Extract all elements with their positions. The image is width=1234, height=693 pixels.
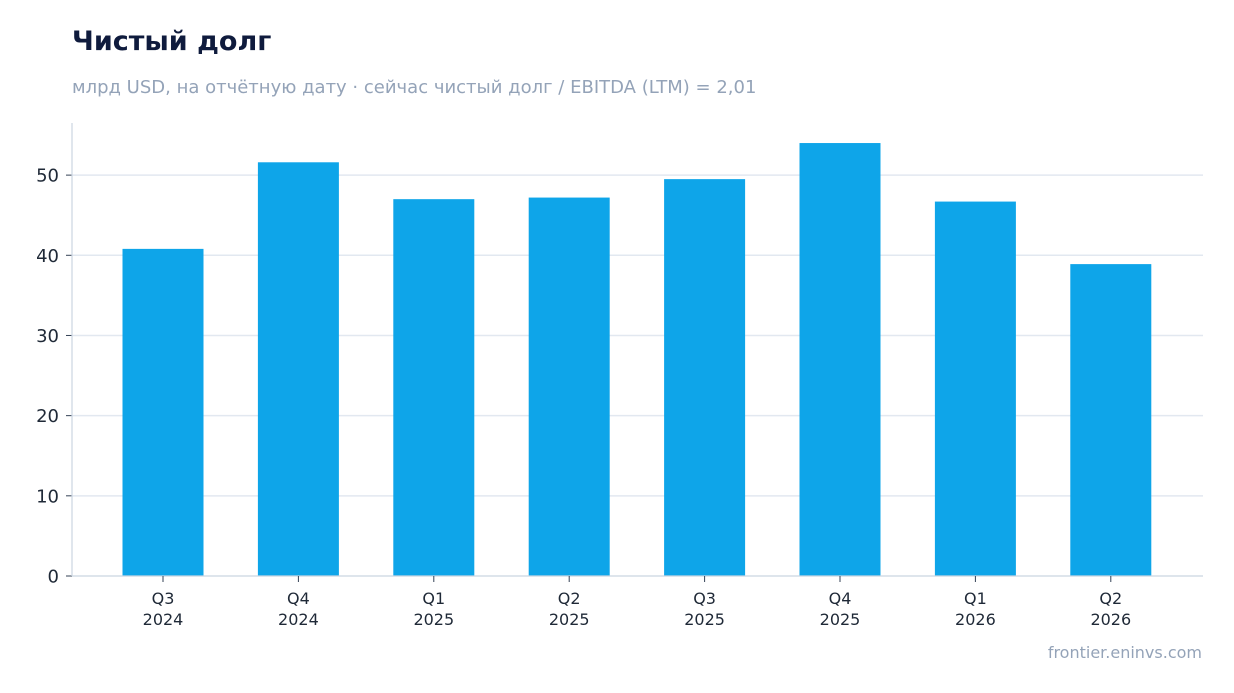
x-tick-label-quarter: Q3 bbox=[693, 589, 716, 608]
y-tick-label: 30 bbox=[36, 326, 59, 347]
axes bbox=[66, 123, 1203, 582]
y-tick-label: 50 bbox=[36, 166, 59, 187]
x-tick-label-year: 2025 bbox=[820, 610, 861, 629]
bar bbox=[934, 201, 1016, 576]
x-tick-label-quarter: Q1 bbox=[422, 589, 445, 608]
grid-lines bbox=[72, 174, 1203, 497]
y-tick-label: 20 bbox=[36, 406, 59, 427]
x-tick-label-quarter: Q2 bbox=[558, 589, 581, 608]
x-tick-label-year: 2025 bbox=[684, 610, 725, 629]
bar bbox=[393, 199, 475, 576]
chart-title: Чистый долг bbox=[72, 26, 272, 57]
bar bbox=[664, 179, 746, 576]
x-tick-label-year: 2025 bbox=[413, 610, 454, 629]
x-tick-label-quarter: Q3 bbox=[152, 589, 175, 608]
x-tick-label-quarter: Q4 bbox=[829, 589, 852, 608]
x-tick-labels: Q3 2024 Q4 2024 Q1 2025 Q2 2025 Q3 2025 Q4 2025 Q1 20… bbox=[143, 589, 1132, 629]
x-tick-label-quarter: Q2 bbox=[1099, 589, 1122, 608]
bars bbox=[122, 143, 1152, 576]
x-tick-label-year: 2025 bbox=[549, 610, 590, 629]
x-tick-label-year: 2024 bbox=[278, 610, 319, 629]
y-tick-label: 0 bbox=[48, 567, 59, 588]
bar bbox=[799, 143, 881, 576]
bar bbox=[528, 197, 610, 576]
y-tick-labels: 0 10 20 30 40 50 bbox=[36, 166, 59, 588]
x-tick-label-quarter: Q1 bbox=[964, 589, 987, 608]
x-tick-label-year: 2026 bbox=[955, 610, 996, 629]
bar bbox=[122, 248, 204, 576]
chart-subtitle: млрд USD, на отчётную дату · сейчас чист… bbox=[72, 77, 757, 98]
x-tick-label-year: 2026 bbox=[1090, 610, 1131, 629]
x-tick-label-quarter: Q4 bbox=[287, 589, 310, 608]
bar bbox=[257, 162, 339, 576]
y-tick-label: 40 bbox=[36, 246, 59, 267]
x-tick-label-year: 2024 bbox=[143, 610, 184, 629]
y-tick-label: 10 bbox=[36, 486, 59, 507]
bar bbox=[1070, 264, 1152, 576]
source-text: frontier.eninvs.com bbox=[1047, 643, 1202, 662]
